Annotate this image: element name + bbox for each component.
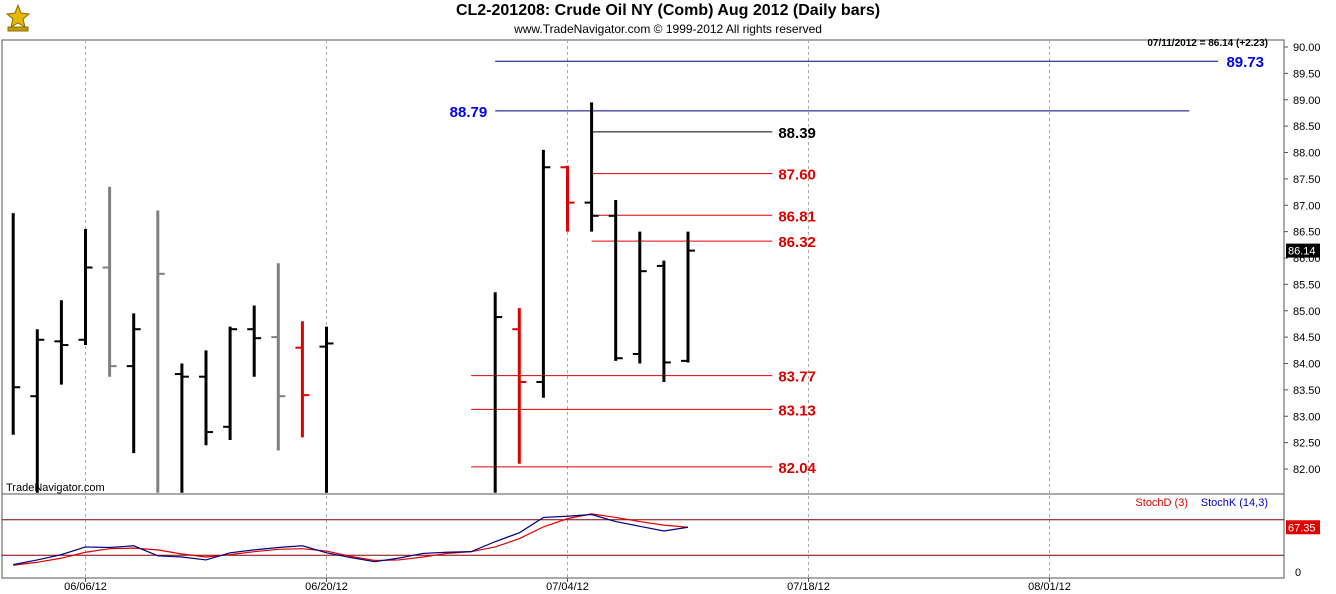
y-tick-label: 89.00	[1293, 95, 1321, 107]
chart-title: CL2-201208: Crude Oil NY (Comb) Aug 2012…	[455, 2, 881, 19]
level-label: 87.60	[778, 167, 816, 184]
y-tick-label: 82.00	[1293, 464, 1321, 476]
y-tick-label: 85.50	[1293, 279, 1321, 291]
x-tick-label: 06/20/12	[305, 581, 348, 593]
level-label: 83.13	[778, 402, 816, 419]
y-tick-label: 87.50	[1293, 174, 1321, 186]
y-tick-label: 86.50	[1293, 227, 1321, 239]
level-label: 88.79	[450, 104, 488, 121]
y-tick-label: 88.50	[1293, 121, 1321, 133]
y-tick-label: 88.00	[1293, 148, 1321, 160]
y-tick-label: 84.50	[1293, 332, 1321, 344]
level-label: 89.73	[1226, 54, 1264, 71]
stoch-y-tick-label: 0	[1295, 567, 1301, 579]
last-price-label: 86.14	[1288, 246, 1316, 258]
y-tick-label: 84.00	[1293, 359, 1321, 371]
y-tick-label: 90.00	[1293, 42, 1321, 54]
stoch-series-line	[13, 513, 689, 566]
legend-stoch-d: StochD (3)	[1135, 497, 1188, 509]
watermark-text: TradeNavigator.com	[6, 482, 105, 494]
y-tick-label: 82.50	[1293, 438, 1321, 450]
y-tick-label: 85.00	[1293, 306, 1321, 318]
level-label: 86.81	[778, 208, 816, 225]
last-price-box	[1286, 243, 1320, 258]
stochastic-plot-frame	[1, 493, 1285, 579]
level-label: 88.39	[778, 125, 816, 142]
stoch-last-value-box	[1286, 520, 1320, 535]
y-tick-label: 87.00	[1293, 200, 1321, 212]
x-tick-label: 06/06/12	[64, 581, 107, 593]
stoch-series-line	[13, 513, 689, 566]
y-tick-label: 83.00	[1293, 411, 1321, 423]
chart-subtitle: www.TradeNavigator.com © 1999-2012 All r…	[514, 22, 822, 36]
y-tick-label: 89.50	[1293, 68, 1321, 80]
level-label: 86.32	[778, 234, 816, 251]
legend-stoch-k: StochK (14,3)	[1201, 497, 1268, 509]
x-tick-label: 08/01/12	[1028, 581, 1071, 593]
y-tick-label: 83.50	[1293, 385, 1321, 397]
level-label: 82.04	[778, 460, 816, 477]
stoch-last-value-label: 67.35	[1288, 522, 1316, 534]
last-quote-text: 07/11/2012 = 86.14 (+2.23)	[1147, 38, 1268, 49]
x-tick-label: 07/18/12	[787, 581, 830, 593]
trade-navigator-logo	[4, 3, 32, 33]
x-tick-label: 07/04/12	[546, 581, 589, 593]
main-plot-frame	[1, 39, 1285, 495]
level-label: 83.77	[778, 369, 816, 386]
